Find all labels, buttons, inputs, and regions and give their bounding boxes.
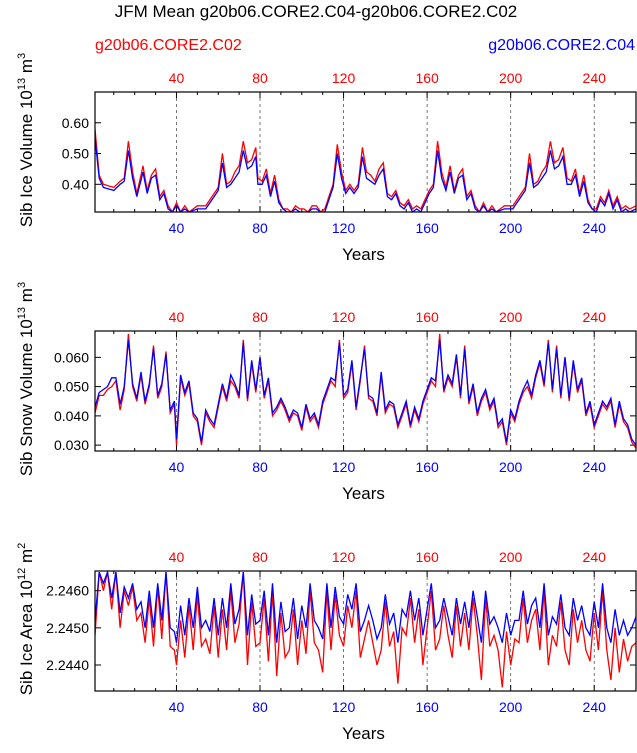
series-line-red xyxy=(95,571,636,688)
y-tick-label: 2.2440 xyxy=(46,657,89,673)
x-tick-label-bottom: 80 xyxy=(252,459,268,475)
series-line-blue xyxy=(95,571,636,643)
legend-label-blue: g20b06.CORE2.C04 xyxy=(488,37,635,54)
y-axis-title-part: Sib Ice Area 10 xyxy=(17,580,36,695)
y-tick-label: 0.50 xyxy=(62,146,89,162)
x-tick-label-top: 200 xyxy=(499,309,523,325)
legend-label-red: g20b06.CORE2.C02 xyxy=(95,37,242,54)
y-tick-label: 2.2460 xyxy=(46,583,89,599)
x-tick-label-bottom: 120 xyxy=(332,699,356,715)
y-axis-title: Sib Snow Volume 1013 m3 xyxy=(16,282,36,476)
y-tick-label: 0.040 xyxy=(54,408,89,424)
x-axis-title: Years xyxy=(342,245,385,264)
y-axis-title-part: 13 xyxy=(16,78,28,90)
y-tick-label: 0.050 xyxy=(54,379,89,395)
y-tick-label: 0.060 xyxy=(54,349,89,365)
y-axis-title-part: m xyxy=(17,549,36,568)
x-tick-label-top: 80 xyxy=(252,70,268,86)
x-tick-label-top: 40 xyxy=(169,549,185,565)
x-tick-label-bottom: 40 xyxy=(169,459,185,475)
y-tick-label: 2.2450 xyxy=(46,620,89,636)
y-axis-title: Sib Ice Volume 1013 m3 xyxy=(16,53,36,227)
x-axis-title: Years xyxy=(342,484,385,503)
y-axis-title-part: Sib Snow Volume 10 xyxy=(17,319,36,476)
x-tick-label-bottom: 120 xyxy=(332,220,356,236)
y-axis-title-part: m xyxy=(17,288,36,307)
y-axis-title-part: 2 xyxy=(16,543,28,549)
x-tick-label-top: 120 xyxy=(332,70,356,86)
x-tick-label-bottom: 120 xyxy=(332,459,356,475)
series-line-blue xyxy=(95,138,636,212)
y-axis-title-part: 3 xyxy=(16,53,28,59)
x-tick-label-top: 120 xyxy=(332,309,356,325)
x-tick-label-top: 40 xyxy=(169,309,185,325)
plot-frame xyxy=(94,570,637,692)
x-tick-label-top: 200 xyxy=(499,70,523,86)
y-axis-title-part: m xyxy=(17,59,36,78)
x-tick-label-bottom: 200 xyxy=(499,699,523,715)
x-axis-title: Years xyxy=(342,724,385,743)
x-tick-label-bottom: 40 xyxy=(169,220,185,236)
x-tick-label-top: 240 xyxy=(583,309,607,325)
x-tick-label-bottom: 40 xyxy=(169,699,185,715)
x-tick-label-bottom: 200 xyxy=(499,220,523,236)
y-tick-label: 0.40 xyxy=(62,176,89,192)
chart-panel-1: 40 40 80 80 120 120 160 160 200 200 240 240 0.40 0.50… xyxy=(16,53,637,264)
x-tick-label-top: 120 xyxy=(332,549,356,565)
x-tick-label-top: 160 xyxy=(415,309,439,325)
y-axis-title-part: Sib Ice Volume 10 xyxy=(17,90,36,227)
x-tick-label-bottom: 80 xyxy=(252,220,268,236)
y-axis-title: Sib Ice Area 1012 m2 xyxy=(16,543,36,696)
plot-frame xyxy=(94,330,637,452)
y-tick-label: 0.60 xyxy=(62,115,89,131)
x-tick-label-top: 40 xyxy=(169,70,185,86)
x-tick-label-bottom: 160 xyxy=(415,220,439,236)
x-tick-label-bottom: 160 xyxy=(415,699,439,715)
y-tick-label: 0.030 xyxy=(54,437,89,453)
y-axis-title-part: 13 xyxy=(16,307,28,319)
x-tick-label-top: 240 xyxy=(583,70,607,86)
x-tick-label-top: 200 xyxy=(499,549,523,565)
x-tick-label-bottom: 200 xyxy=(499,459,523,475)
figure-title: JFM Mean g20b06.CORE2.C04-g20b06.CORE2.C… xyxy=(115,2,518,21)
chart-panel-2: 40 40 80 80 120 120 160 160 200 200 240 240 0.030 0.0… xyxy=(16,282,637,503)
x-tick-label-bottom: 240 xyxy=(583,220,607,236)
plot-frame xyxy=(94,91,637,213)
chart-panel-3: 40 40 80 80 120 120 160 160 200 200 240 240 2.2440 2.… xyxy=(16,543,637,743)
x-tick-label-top: 80 xyxy=(252,549,268,565)
x-tick-label-bottom: 240 xyxy=(583,699,607,715)
y-axis-title-part: 3 xyxy=(16,282,28,288)
x-tick-label-bottom: 160 xyxy=(415,459,439,475)
y-axis-title-part: 12 xyxy=(16,568,28,580)
x-tick-label-top: 240 xyxy=(583,549,607,565)
x-tick-label-top: 160 xyxy=(415,549,439,565)
x-tick-label-top: 160 xyxy=(415,70,439,86)
chart-panels: 404080801201201601602002002402400.400.50… xyxy=(16,53,637,743)
series-line-blue xyxy=(95,339,636,446)
x-tick-label-bottom: 80 xyxy=(252,699,268,715)
x-tick-label-bottom: 240 xyxy=(583,459,607,475)
series-line-red xyxy=(95,128,636,212)
x-tick-label-top: 80 xyxy=(252,309,268,325)
